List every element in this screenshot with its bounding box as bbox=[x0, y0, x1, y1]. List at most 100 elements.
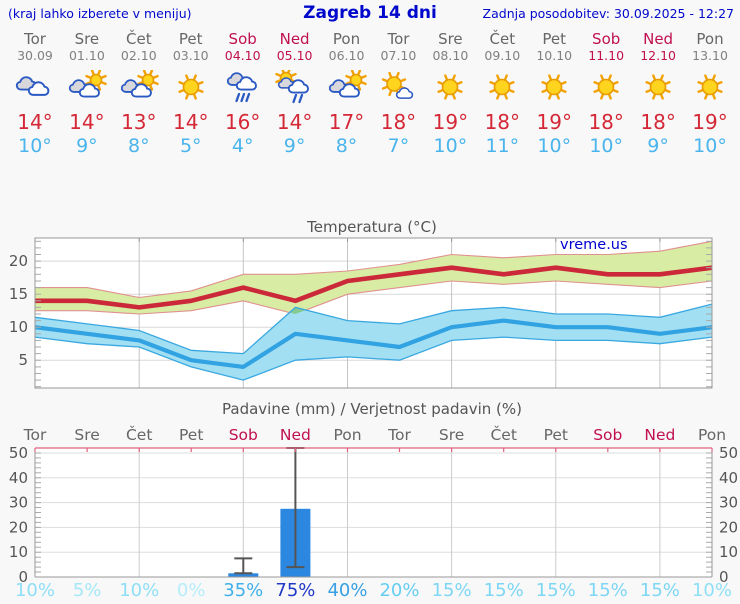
temp-y-label: 15 bbox=[9, 285, 28, 303]
day-date: 12.10 bbox=[640, 48, 676, 63]
low-temp: 7° bbox=[387, 135, 410, 157]
weather-icon-slot bbox=[580, 70, 632, 106]
weather-icon-slot bbox=[321, 70, 373, 106]
low-temp: 11° bbox=[485, 135, 520, 157]
precip-day-label: Sre bbox=[439, 426, 464, 444]
precip-y-label-left: 10 bbox=[9, 543, 28, 561]
sun-icon bbox=[178, 74, 204, 100]
high-temp: 18° bbox=[484, 110, 521, 134]
forecast-day-column: Sre 08.10 19° 10° bbox=[424, 31, 476, 158]
precip-y-label-left: 20 bbox=[9, 518, 28, 536]
day-name: Sob bbox=[592, 30, 621, 48]
high-temp: 16° bbox=[224, 110, 261, 134]
high-temp: 18° bbox=[588, 110, 624, 134]
weather-icon-slot bbox=[9, 70, 61, 106]
forecast-day-column: Tor 30.09 14° 10° bbox=[9, 31, 61, 158]
forecast-day-column: Pet 10.10 19° 10° bbox=[528, 31, 580, 158]
day-name: Čet bbox=[489, 30, 516, 48]
temp-y-label: 20 bbox=[9, 252, 28, 270]
precip-day-label: Pon bbox=[333, 426, 361, 444]
high-temp: 14° bbox=[173, 110, 209, 134]
temp-y-label: 5 bbox=[18, 351, 28, 369]
precip-y-label-left: 40 bbox=[9, 469, 28, 487]
precip-day-label: Ned bbox=[644, 426, 675, 444]
precip-day-label: Čet bbox=[126, 425, 152, 444]
precip-probability: 15% bbox=[640, 580, 680, 600]
sun-icon bbox=[697, 74, 723, 100]
day-date: 10.10 bbox=[536, 48, 573, 63]
precip-probability: 10% bbox=[119, 580, 159, 600]
precip-probability: 35% bbox=[223, 580, 263, 600]
precip-probability: 15% bbox=[484, 580, 524, 600]
sun-icon bbox=[437, 74, 463, 100]
vreme-us-link[interactable]: vreme.us bbox=[560, 237, 628, 253]
forecast-day-column: Ned 12.10 18° 9° bbox=[632, 31, 684, 158]
day-name: Tor bbox=[23, 30, 46, 48]
precip-probability: 15% bbox=[588, 580, 628, 600]
precip-chart-svg: Padavine (mm) / Verjetnost padavin (%) To… bbox=[9, 400, 738, 601]
sun-icon bbox=[541, 74, 567, 100]
day-name: Pon bbox=[696, 30, 724, 48]
precip-probability: 40% bbox=[327, 580, 367, 600]
high-temp: 14° bbox=[69, 110, 105, 134]
day-date: 05.10 bbox=[276, 48, 313, 63]
day-name: Ned bbox=[279, 30, 310, 48]
rain-icon bbox=[226, 72, 257, 103]
sun-cloud-icon bbox=[68, 70, 107, 98]
precip-y-label-right: 40 bbox=[719, 469, 738, 487]
weather-icon-slot bbox=[61, 70, 113, 106]
forecast-day-column: Sre 01.10 14° 9° bbox=[61, 31, 113, 158]
precip-bar bbox=[228, 573, 259, 577]
day-name: Sre bbox=[438, 30, 463, 48]
precip-probability: 20% bbox=[379, 580, 419, 600]
precip-y-label-left: 30 bbox=[9, 494, 28, 512]
low-temp: 10° bbox=[693, 135, 727, 157]
forecast-day-column: Pon 13.10 19° 10° bbox=[684, 31, 736, 158]
forecast-day-column: Čet 09.10 18° 11° bbox=[476, 31, 528, 158]
precip-y-label-left: 50 bbox=[9, 444, 28, 462]
precip-y-label-right: 50 bbox=[719, 444, 738, 462]
forecast-day-column: Pon 06.10 17° 8° bbox=[321, 31, 373, 158]
sun-icon bbox=[645, 74, 671, 100]
precip-y-label-right: 10 bbox=[719, 543, 738, 561]
day-name: Pon bbox=[332, 30, 361, 48]
low-temp: 10° bbox=[589, 135, 624, 157]
day-date: 11.10 bbox=[588, 48, 625, 63]
weather-icon-slot bbox=[165, 70, 217, 106]
day-date: 08.10 bbox=[432, 48, 469, 63]
day-name: Ned bbox=[643, 30, 674, 48]
sun-cloud-icon bbox=[120, 70, 159, 98]
menu-hint: (kraj lahko izberete v meniju) bbox=[8, 6, 192, 21]
precip-probability: 10% bbox=[692, 580, 732, 600]
sun-rain-icon bbox=[274, 70, 309, 104]
low-temp: 9° bbox=[647, 135, 669, 157]
day-date: 04.10 bbox=[224, 48, 261, 63]
weather-icon-slot bbox=[684, 70, 736, 106]
weather-icon-slot bbox=[528, 70, 580, 106]
day-date: 30.09 bbox=[17, 48, 53, 63]
day-date: 07.10 bbox=[380, 48, 417, 63]
precip-day-label: Tor bbox=[23, 426, 47, 444]
high-temp: 19° bbox=[692, 110, 728, 134]
temperature-chart-svg: 5 10 15 20 Temperatura (°C) vreme.us bbox=[9, 218, 713, 389]
day-date: 02.10 bbox=[120, 48, 157, 63]
day-date: 09.10 bbox=[484, 48, 521, 63]
high-temp: 13° bbox=[121, 110, 157, 134]
low-temp: 10° bbox=[18, 135, 52, 157]
weather-icon-slot bbox=[424, 70, 476, 106]
forecast-day-column: Pet 03.10 14° 5° bbox=[165, 31, 217, 158]
precip-probability: 10% bbox=[15, 580, 55, 600]
weather-icon-slot bbox=[476, 70, 528, 106]
day-date: 03.10 bbox=[172, 48, 209, 63]
weather-icon-slot bbox=[269, 70, 321, 106]
low-temp: 5° bbox=[179, 135, 202, 157]
precip-day-label: Pet bbox=[179, 426, 203, 444]
high-temp: 19° bbox=[536, 110, 572, 134]
precip-chart-title: Padavine (mm) / Verjetnost padavin (%) bbox=[222, 400, 522, 418]
high-temp: 18° bbox=[380, 110, 417, 134]
high-temp: 19° bbox=[432, 110, 469, 134]
day-date: 13.10 bbox=[692, 48, 728, 63]
high-temp: 14° bbox=[17, 110, 53, 134]
precip-day-label: Čet bbox=[490, 425, 516, 444]
precip-day-label: Sre bbox=[74, 426, 99, 444]
